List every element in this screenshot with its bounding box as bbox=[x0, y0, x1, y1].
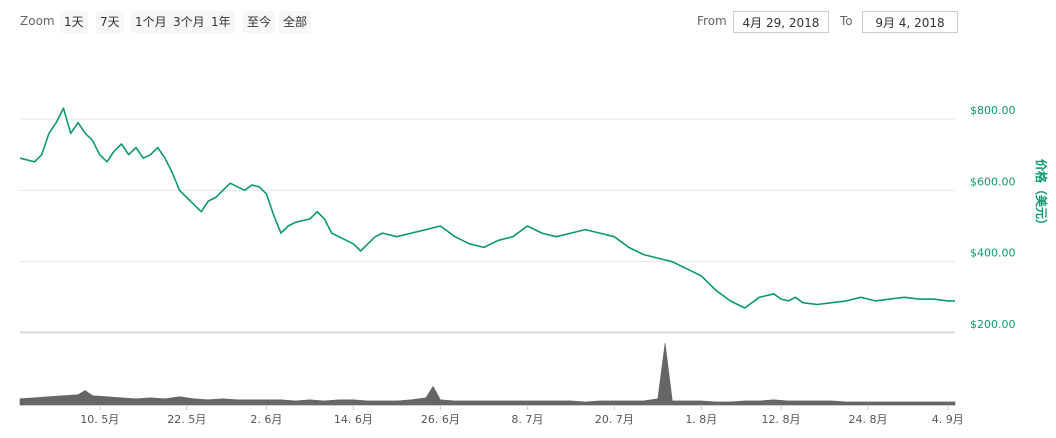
zoom-1m-button[interactable]: 1个月 bbox=[131, 11, 171, 33]
grid-lines bbox=[20, 118, 955, 406]
x-axis-ticks: 10. 5月 22. 5月 2. 6月 14. 6月 26. 6月 8. 7月 20. 7月… bbox=[80, 405, 964, 426]
y-tick-label: $200.00 bbox=[970, 318, 1016, 331]
x-tick-label: 10. 5月 bbox=[80, 413, 119, 426]
from-date-input[interactable]: 4月 29, 2018 bbox=[733, 11, 829, 33]
x-tick-label: 26. 6月 bbox=[421, 413, 460, 426]
zoom-1d-button[interactable]: 1天 bbox=[60, 11, 88, 33]
x-tick-label: 14. 6月 bbox=[334, 413, 373, 426]
zoom-1y-button[interactable]: 1年 bbox=[207, 11, 235, 33]
to-label: To bbox=[840, 14, 853, 28]
price-series-line bbox=[19, 107, 955, 309]
x-tick-label: 20. 7月 bbox=[595, 413, 634, 426]
to-date-input[interactable]: 9月 4, 2018 bbox=[862, 11, 958, 33]
y-tick-label: $600.00 bbox=[970, 175, 1016, 188]
y-axis-ticks: $200.00 $400.00 $600.00 $800.00 bbox=[970, 104, 1016, 331]
x-tick-label: 12. 8月 bbox=[762, 413, 801, 426]
zoom-label: Zoom bbox=[20, 14, 55, 28]
zoom-7d-button[interactable]: 7天 bbox=[96, 11, 124, 33]
x-tick-label: 22. 5月 bbox=[167, 413, 206, 426]
x-tick-label: 24. 8月 bbox=[849, 413, 888, 426]
y-tick-label: $800.00 bbox=[970, 104, 1016, 117]
zoom-all-button[interactable]: 全部 bbox=[279, 11, 312, 33]
price-line-layer bbox=[19, 107, 955, 309]
from-label: From bbox=[697, 14, 727, 28]
volume-area bbox=[19, 342, 956, 406]
volume-series bbox=[19, 342, 956, 406]
zoom-3m-button[interactable]: 3个月 bbox=[169, 11, 209, 33]
y-tick-label: $400.00 bbox=[970, 247, 1016, 260]
x-tick-label: 8. 7月 bbox=[511, 413, 543, 426]
x-tick-label: 1. 8月 bbox=[685, 413, 717, 426]
y-axis-title: 价格（美元） bbox=[1034, 159, 1049, 231]
x-tick-label: 4. 9月 bbox=[932, 413, 964, 426]
zoom-ytd-button[interactable]: 至今 bbox=[243, 11, 276, 33]
x-tick-label: 2. 6月 bbox=[250, 413, 282, 426]
range-selector-toolbar: Zoom 1天 7天 1个月 3个月 1年 至今 全部 From 4月 29, … bbox=[0, 0, 1056, 40]
